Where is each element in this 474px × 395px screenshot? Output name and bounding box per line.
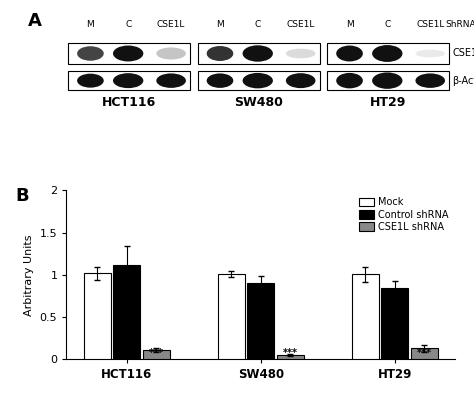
Text: M: M — [346, 20, 354, 29]
Ellipse shape — [156, 73, 186, 88]
Bar — [247, 284, 274, 359]
Text: ***: *** — [149, 348, 164, 358]
Bar — [218, 274, 245, 359]
Ellipse shape — [243, 73, 273, 88]
Text: β-Actin: β-Actin — [452, 76, 474, 86]
Text: B: B — [16, 187, 29, 205]
FancyBboxPatch shape — [328, 43, 449, 64]
Bar — [352, 274, 379, 359]
Text: CSE1L: CSE1L — [416, 20, 445, 29]
Bar — [143, 350, 170, 359]
Ellipse shape — [207, 46, 233, 61]
FancyBboxPatch shape — [328, 71, 449, 90]
Ellipse shape — [372, 72, 402, 89]
Ellipse shape — [77, 73, 104, 88]
Text: C: C — [384, 20, 391, 29]
Text: CSE1L: CSE1L — [286, 20, 315, 29]
Ellipse shape — [372, 45, 402, 62]
FancyBboxPatch shape — [68, 71, 191, 90]
Text: SW480: SW480 — [235, 96, 283, 109]
Text: M: M — [216, 20, 224, 29]
Ellipse shape — [336, 45, 363, 62]
Ellipse shape — [207, 73, 233, 88]
Text: A: A — [27, 12, 41, 30]
Bar — [381, 288, 408, 359]
Legend: Mock, Control shRNA, CSE1L shRNA: Mock, Control shRNA, CSE1L shRNA — [357, 196, 450, 234]
Ellipse shape — [286, 49, 316, 58]
Ellipse shape — [415, 50, 445, 57]
Bar — [83, 273, 111, 359]
Text: M: M — [87, 20, 94, 29]
Y-axis label: Arbitrary Units: Arbitrary Units — [24, 234, 34, 316]
Text: HCT116: HCT116 — [102, 96, 156, 109]
Text: C: C — [125, 20, 131, 29]
Text: ShRNA: ShRNA — [446, 20, 474, 29]
FancyBboxPatch shape — [198, 71, 320, 90]
Text: CSE1L: CSE1L — [157, 20, 185, 29]
Ellipse shape — [156, 47, 186, 60]
FancyBboxPatch shape — [68, 43, 191, 64]
Ellipse shape — [113, 73, 143, 88]
Text: ***: *** — [283, 348, 298, 358]
Ellipse shape — [286, 73, 316, 88]
Text: ***: *** — [417, 348, 432, 358]
Ellipse shape — [415, 73, 445, 88]
Ellipse shape — [113, 45, 143, 62]
Bar — [277, 355, 304, 359]
Ellipse shape — [77, 46, 104, 61]
Bar — [113, 265, 140, 359]
Ellipse shape — [243, 45, 273, 62]
Text: HT29: HT29 — [370, 96, 407, 109]
Text: CSE1L: CSE1L — [452, 49, 474, 58]
Bar — [410, 348, 438, 359]
Ellipse shape — [336, 73, 363, 88]
FancyBboxPatch shape — [198, 43, 320, 64]
Text: C: C — [255, 20, 261, 29]
